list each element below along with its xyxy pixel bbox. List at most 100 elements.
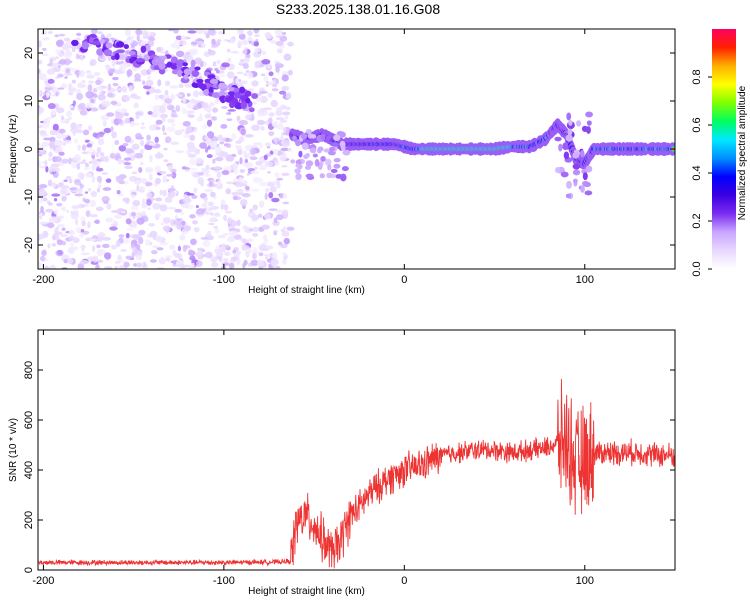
- spectrogram-cell: [91, 175, 96, 184]
- spectrogram-cell: [60, 134, 68, 139]
- spectrogram-cell: [226, 48, 231, 53]
- spectrogram-cell: [140, 161, 144, 166]
- spectrogram-cell: [86, 74, 95, 79]
- spectrogram-cell: [70, 241, 75, 248]
- spectrogram-cell: [81, 41, 89, 50]
- spectrogram-cell: [101, 90, 106, 94]
- spectrogram-cell: [204, 147, 209, 153]
- spectrogram-cell: [211, 92, 221, 98]
- spectrogram-cell: [49, 59, 54, 66]
- spectrogram-cell: [135, 112, 143, 116]
- spectrogram-cell: [80, 228, 85, 233]
- spectrogram-cell: [88, 80, 95, 84]
- spectrogram-cell: [236, 145, 243, 151]
- spectrogram-cell: [155, 119, 163, 125]
- spectrogram-cell: [77, 82, 84, 89]
- spectrogram-cell: [38, 165, 48, 169]
- spectrogram-cell: [240, 128, 246, 136]
- spectrogram-cell: [70, 122, 77, 130]
- spectrogram-cell: [125, 232, 130, 239]
- spectrogram-cell: [114, 214, 123, 219]
- spectrogram-cell: [281, 74, 289, 82]
- spectrogram-cell: [185, 126, 195, 134]
- spectrogram-cell: [274, 137, 278, 145]
- spectrogram-cell: [103, 49, 113, 57]
- spectrogram-cell: [103, 127, 112, 134]
- spectrogram-cell: [325, 135, 331, 141]
- spectrogram-cell: [90, 190, 98, 197]
- spectrogram-cell: [194, 57, 203, 65]
- spectrogram-cell: [96, 244, 101, 249]
- spectrogram-cell: [138, 229, 146, 236]
- spectrogram-cell: [227, 57, 232, 63]
- spectrogram-cell: [47, 179, 53, 187]
- spectrogram-cell: [221, 247, 226, 253]
- snr-xtick-label: 100: [576, 575, 594, 587]
- spectrogram-cell: [190, 238, 197, 246]
- spectrogram-cell: [96, 48, 104, 56]
- spectrogram-cell: [207, 145, 211, 150]
- spectrogram-cell: [110, 126, 114, 132]
- spectrogram-cell: [53, 197, 58, 202]
- spectrogram-cell: [212, 61, 216, 67]
- spectrogram-cell: [190, 171, 195, 175]
- spectrogram-cell: [154, 153, 164, 159]
- spectrogram-cell: [43, 197, 48, 202]
- spectrogram-cell: [205, 164, 210, 171]
- spectrogram-cell: [237, 79, 242, 82]
- spectrogram-cell: [84, 165, 90, 171]
- spectrogram-cell: [65, 118, 70, 123]
- spectrogram-cell: [176, 59, 185, 67]
- spectrogram-cell: [192, 220, 199, 225]
- spectrogram-cell: [320, 156, 326, 162]
- spectrogram-cell: [268, 191, 274, 199]
- spectrogram-cell: [216, 60, 221, 65]
- spectrogram-cell: [267, 171, 271, 174]
- spectrogram-cell: [274, 159, 278, 163]
- spectrogram-cell: [226, 181, 235, 185]
- spectrogram-cell: [280, 243, 288, 249]
- spectrogram-cell: [194, 66, 201, 71]
- spectrogram-cell: [80, 173, 85, 181]
- spectrogram-cell: [63, 72, 73, 76]
- spectrogram-cell: [191, 258, 196, 264]
- spectrogram-cell: [191, 195, 198, 200]
- spectrogram-cell: [170, 93, 175, 101]
- spectrogram-cell: [102, 236, 112, 241]
- spectrogram-cell: [123, 162, 132, 166]
- spectrogram-cell: [182, 55, 191, 59]
- spectrogram-cell: [42, 230, 49, 238]
- spectrogram-cell: [171, 171, 177, 179]
- spectrogram-cell: [205, 251, 213, 259]
- spectrogram-cell: [106, 112, 115, 117]
- spectrogram-cell: [48, 202, 53, 206]
- spectrogram-cell: [61, 195, 67, 202]
- spectrogram-cell: [50, 163, 60, 168]
- spectrogram-cell: [280, 228, 286, 233]
- spectrogram-cell: [175, 150, 184, 154]
- spectrogram-cell: [152, 110, 157, 114]
- spectrogram-cell: [305, 173, 314, 179]
- spectrogram-cell: [61, 206, 67, 212]
- spectrogram-cell: [123, 44, 129, 50]
- spectrogram-cell: [95, 263, 100, 269]
- spectrogram-cell: [276, 214, 284, 221]
- spectrogram-cell: [81, 252, 90, 256]
- spectrogram-cell: [186, 93, 191, 97]
- spectrogram-cell: [261, 224, 270, 230]
- spectrogram-xlabel: Height of straight line (km): [248, 285, 365, 296]
- spectrogram-cell: [75, 53, 80, 60]
- spectrogram-cell: [281, 85, 290, 91]
- spectrogram-cell: [81, 80, 86, 84]
- spectrogram-cell: [159, 50, 166, 54]
- spectrogram-cell: [136, 217, 145, 225]
- spectrogram-cell: [282, 201, 290, 205]
- spectrogram-cell: [120, 210, 126, 214]
- spectrogram-cell: [76, 93, 84, 101]
- spectrogram-cell: [96, 187, 100, 193]
- spectrogram-cell: [56, 239, 64, 246]
- spectrogram-cell: [87, 221, 91, 229]
- spectrogram-cell: [154, 89, 162, 94]
- spectrogram-cell: [136, 34, 140, 42]
